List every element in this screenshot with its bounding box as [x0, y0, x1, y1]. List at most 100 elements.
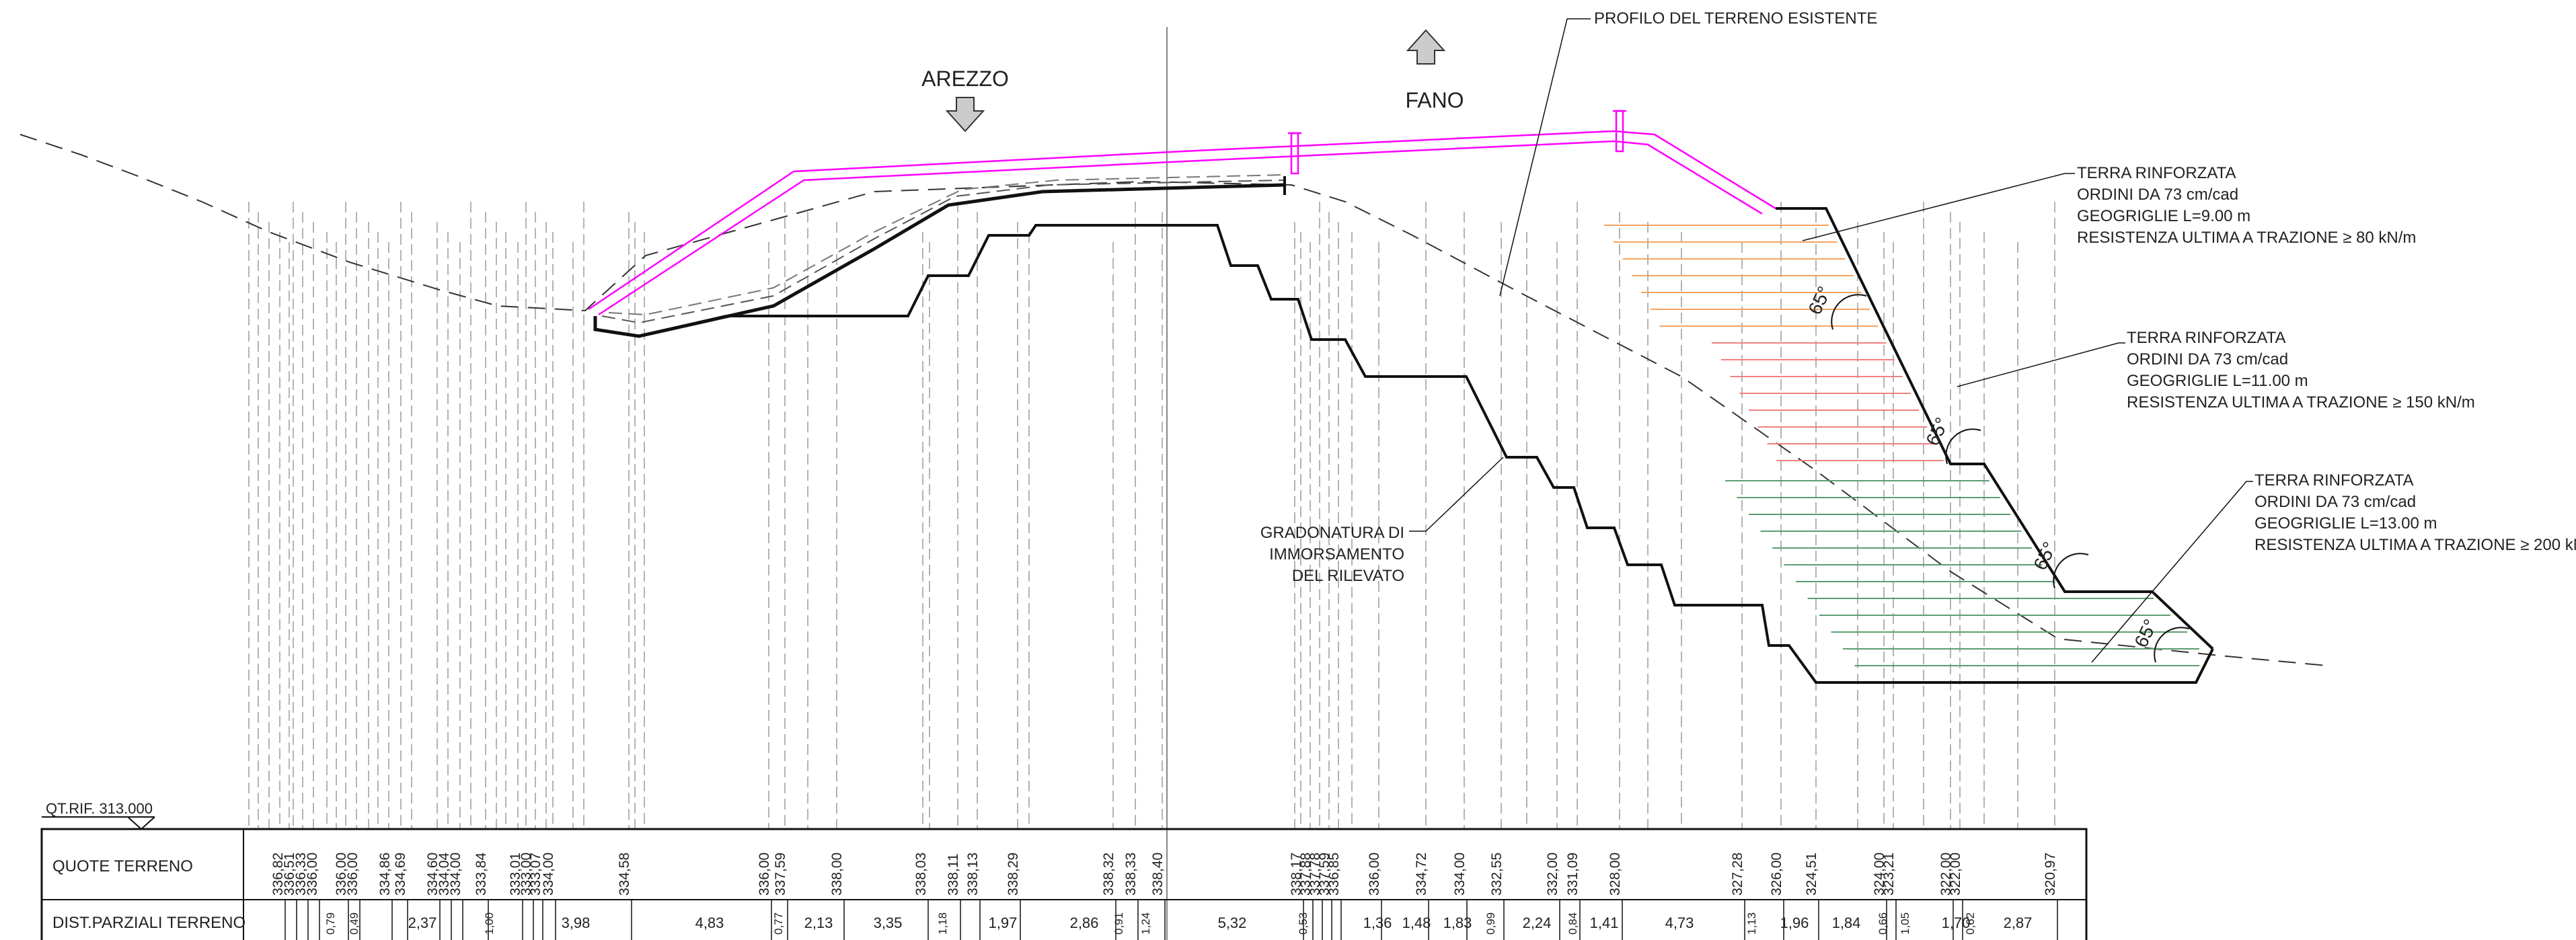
arrow-up-icon	[1406, 29, 1446, 65]
existing-ground-profile	[20, 134, 2328, 666]
quote-value: 336,00	[757, 853, 772, 896]
quote-value: 324,51	[1804, 853, 1819, 896]
quote-value: 333,00	[519, 853, 534, 896]
quote-value: 333,07	[528, 853, 543, 896]
distance-value: 0,79	[324, 912, 337, 935]
callout-existing-ground: PROFILO DEL TERRENO ESISTENTE	[1499, 9, 1877, 297]
benching-line-3: DEL RILEVATO	[1292, 567, 1404, 585]
quote-value: 324,00	[1872, 853, 1887, 896]
distance-value: 1,24	[1139, 912, 1152, 935]
re3-line-1: TERRA RINFORZATA	[2255, 471, 2413, 489]
re3-line-4: RESISTENZA ULTIMA A TRAZIONE ≥ 200 kN/m	[2255, 536, 2576, 554]
distance-value: 1,97	[989, 914, 1018, 931]
re1-line-2: ORDINI DA 73 cm/cad	[2077, 186, 2238, 204]
quote-value: 334,00	[448, 853, 463, 896]
quote-value: 320,97	[2043, 853, 2058, 896]
embankment-left	[593, 174, 1286, 338]
quote-value: 338,33	[1123, 853, 1139, 896]
quote-value: 338,03	[913, 853, 929, 896]
distance-values: 0,79 0,49 2,37 1,00 3,98 4,83 0,77 2,13 3,35 1,18…	[324, 912, 2032, 935]
road-surface	[588, 110, 1776, 316]
quote-value: 331,09	[1565, 853, 1581, 896]
quote-value: 336,00	[1367, 853, 1382, 896]
direction-fano: FANO	[1405, 29, 1464, 112]
quote-value: 333,84	[473, 852, 489, 896]
distance-value: 1,36	[1363, 914, 1392, 931]
distance-value: 1,70	[1942, 914, 1971, 931]
distance-value: 1,18	[936, 912, 949, 935]
distance-value: 0,62	[1964, 912, 1977, 935]
distance-value: 1,00	[483, 912, 496, 935]
distance-value: 2,86	[1070, 914, 1099, 931]
quote-value: 338,00	[829, 853, 845, 896]
benching-line-1: GRADONATURA DI	[1260, 524, 1404, 542]
quote-value: 333,01	[508, 853, 523, 896]
reference-level-label: QT.RIF. 313.000	[46, 800, 153, 817]
profile-table: QUOTE TERRENO DIST.PARZIALI TERRENO 336,…	[40, 828, 2088, 940]
quote-value: 337,59	[773, 853, 788, 896]
benching-steps	[638, 224, 2214, 684]
quote-value: 334,58	[617, 853, 632, 896]
quote-value: 338,29	[1006, 853, 1021, 896]
quote-value: 327,28	[1730, 853, 1745, 896]
quote-value: 322,00	[1938, 853, 1954, 896]
quote-value: 332,00	[1545, 853, 1560, 896]
row-label-quote: QUOTE TERRENO	[52, 857, 193, 875]
quote-value: 337,78	[1308, 853, 1323, 896]
quote-value: 337,59	[1317, 853, 1332, 896]
distance-value: 2,13	[804, 914, 833, 931]
distance-value: 2,24	[1523, 914, 1552, 931]
quote-value: 334,72	[1414, 853, 1429, 896]
quote-value: 338,32	[1101, 853, 1116, 896]
direction-arezzo: AREZZO	[921, 67, 1009, 132]
distance-value: 5,32	[1218, 914, 1247, 931]
quote-value: 336,85	[1326, 853, 1342, 896]
benching-line-2: IMMORSAMENTO	[1269, 545, 1404, 563]
quote-value: 334,69	[393, 853, 408, 896]
distance-value: 0,53	[1297, 912, 1310, 935]
row-label-distances: DIST.PARZIALI TERRENO	[52, 914, 245, 932]
re2-line-1: TERRA RINFORZATA	[2127, 329, 2285, 347]
quote-value: 336,33	[293, 853, 309, 896]
quote-value: 338,13	[965, 853, 981, 896]
quote-value: 337,88	[1298, 853, 1314, 896]
callout-reinforced-earth-3: TERRA RINFORZATA ORDINI DA 73 cm/cad GEO…	[2091, 471, 2576, 663]
distance-value: 0,99	[1484, 912, 1497, 935]
quote-value: 334,60	[425, 853, 441, 896]
distance-value: 1,13	[1745, 912, 1758, 935]
distance-value: 1,84	[1832, 914, 1861, 931]
quote-value: 326,00	[1769, 853, 1784, 896]
re2-line-3: GEOGRIGLIE L=11.00 m	[2127, 372, 2308, 390]
re2-line-2: ORDINI DA 73 cm/cad	[2127, 350, 2288, 368]
callout-reinforced-earth-1: TERRA RINFORZATA ORDINI DA 73 cm/cad GEO…	[1802, 164, 2416, 247]
section-vertical-lines	[248, 202, 2055, 829]
quote-value: 336,00	[345, 853, 361, 896]
distance-value: 4,73	[1665, 914, 1694, 931]
fano-label: FANO	[1405, 88, 1464, 112]
quote-value: 334,00	[1452, 853, 1468, 896]
re1-line-1: TERRA RINFORZATA	[2077, 164, 2236, 182]
distance-value: 1,83	[1443, 914, 1472, 931]
distance-value: 3,98	[562, 914, 591, 931]
distance-value: 0,77	[772, 912, 785, 935]
distance-value: 0,66	[1877, 912, 1889, 935]
existing-ground-label: PROFILO DEL TERRENO ESISTENTE	[1594, 9, 1877, 28]
quote-value: 332,55	[1489, 853, 1505, 896]
quote-value: 334,00	[541, 853, 556, 896]
quote-value: 336,51	[282, 853, 297, 896]
reference-level: QT.RIF. 313.000	[42, 800, 155, 830]
quote-value: 334,04	[437, 852, 452, 896]
quote-value: 334,86	[377, 853, 393, 896]
angle-label-1: 65°	[1804, 283, 1835, 317]
callout-reinforced-earth-2: TERRA RINFORZATA ORDINI DA 73 cm/cad GEO…	[1957, 329, 2475, 412]
distance-value: 2,37	[408, 914, 437, 931]
arrow-down-icon	[945, 97, 985, 132]
level-marker-icon	[127, 816, 155, 830]
distance-value: 3,35	[874, 914, 903, 931]
quote-value: 338,17	[1289, 853, 1304, 896]
distance-value: 2,87	[2004, 914, 2033, 931]
callout-benching: GRADONATURA DI IMMORSAMENTO DEL RILEVATO	[1260, 457, 1504, 585]
geogrid-layers	[1604, 225, 2199, 666]
